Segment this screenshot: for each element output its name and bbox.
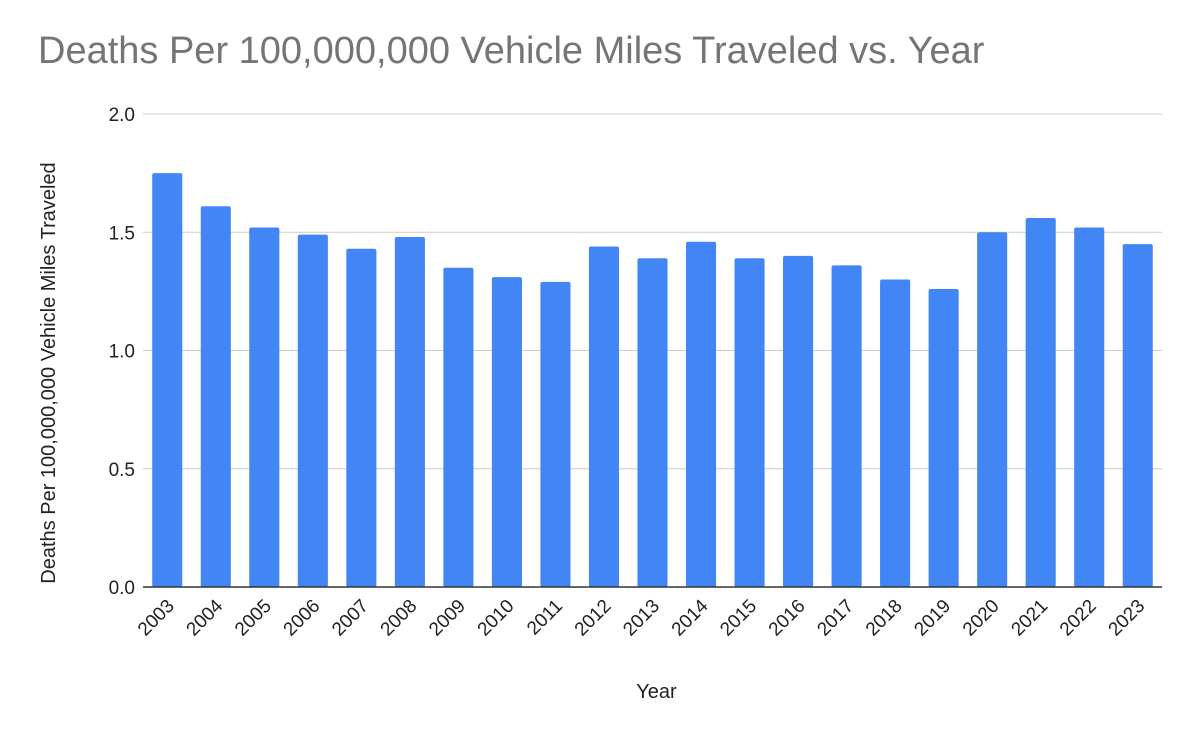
y-tick-label: 0.0 bbox=[109, 578, 135, 599]
y-axis-title: Deaths Per 100,000,000 Vehicle Miles Tra… bbox=[38, 162, 60, 583]
x-tick-label: 2011 bbox=[523, 596, 567, 640]
bar-2004 bbox=[200, 206, 231, 588]
bar-2022 bbox=[1074, 227, 1105, 587]
x-tick-label: 2014 bbox=[668, 595, 713, 640]
bar-2007 bbox=[346, 248, 377, 587]
x-tick-label: 2021 bbox=[1007, 596, 1052, 641]
bar-2018 bbox=[880, 279, 911, 587]
x-tick-label: 2005 bbox=[231, 596, 276, 641]
y-tick-label: 1.0 bbox=[109, 342, 135, 363]
x-tick-label: 2006 bbox=[280, 596, 325, 641]
x-tick-label: 2022 bbox=[1056, 596, 1101, 641]
x-tick-label: 2018 bbox=[862, 596, 907, 641]
x-tick-label: 2009 bbox=[425, 596, 470, 641]
bar-2016 bbox=[783, 255, 814, 587]
x-tick-label: 2016 bbox=[765, 596, 810, 641]
x-tick-label: 2017 bbox=[813, 596, 858, 641]
x-tick-label: 2008 bbox=[377, 596, 422, 641]
x-tick-label: 2023 bbox=[1105, 596, 1150, 641]
x-tick-label: 2010 bbox=[474, 596, 519, 641]
x-tick-label: 2003 bbox=[134, 596, 179, 641]
y-tick-label: 1.5 bbox=[109, 223, 135, 244]
x-tick-label: 2012 bbox=[571, 596, 616, 641]
bar-2014 bbox=[685, 241, 717, 587]
y-tick-label: 2.0 bbox=[109, 105, 135, 126]
bar-2019 bbox=[928, 289, 959, 587]
bar-2008 bbox=[394, 236, 425, 588]
x-tick-label: 2020 bbox=[959, 596, 1004, 641]
x-tick-label: 2007 bbox=[328, 596, 373, 641]
x-axis-ticks: 2003 2004 2005 2006 2007 2008 2009 2010 2011 2012… bbox=[134, 595, 1149, 640]
bar-2011 bbox=[540, 281, 571, 587]
x-tick-label: 2019 bbox=[910, 596, 955, 641]
bar-2020 bbox=[977, 232, 1008, 587]
chart-title: Deaths Per 100,000,000 Vehicle Miles Tra… bbox=[38, 30, 985, 72]
bar-2006 bbox=[297, 234, 328, 588]
x-tick-label: 2015 bbox=[716, 596, 761, 641]
x-tick-label: 2004 bbox=[183, 595, 228, 640]
bar-2023 bbox=[1122, 244, 1153, 587]
bar-2021 bbox=[1025, 218, 1056, 587]
x-tick-label: 2013 bbox=[619, 596, 664, 641]
bar-2005 bbox=[249, 227, 280, 587]
y-tick-label: 0.5 bbox=[109, 460, 135, 481]
x-axis-title: Year bbox=[636, 681, 677, 703]
bar-series bbox=[152, 173, 1153, 588]
bar-2015 bbox=[734, 258, 765, 587]
bar-2003 bbox=[152, 173, 183, 587]
bar-2013 bbox=[637, 258, 668, 587]
bar-2009 bbox=[443, 267, 474, 587]
bar-2010 bbox=[491, 277, 522, 587]
bar-2017 bbox=[831, 265, 862, 587]
bar-2012 bbox=[588, 246, 620, 587]
y-axis-ticks: 0.0 0.5 1.0 1.5 2.0 bbox=[109, 105, 135, 599]
